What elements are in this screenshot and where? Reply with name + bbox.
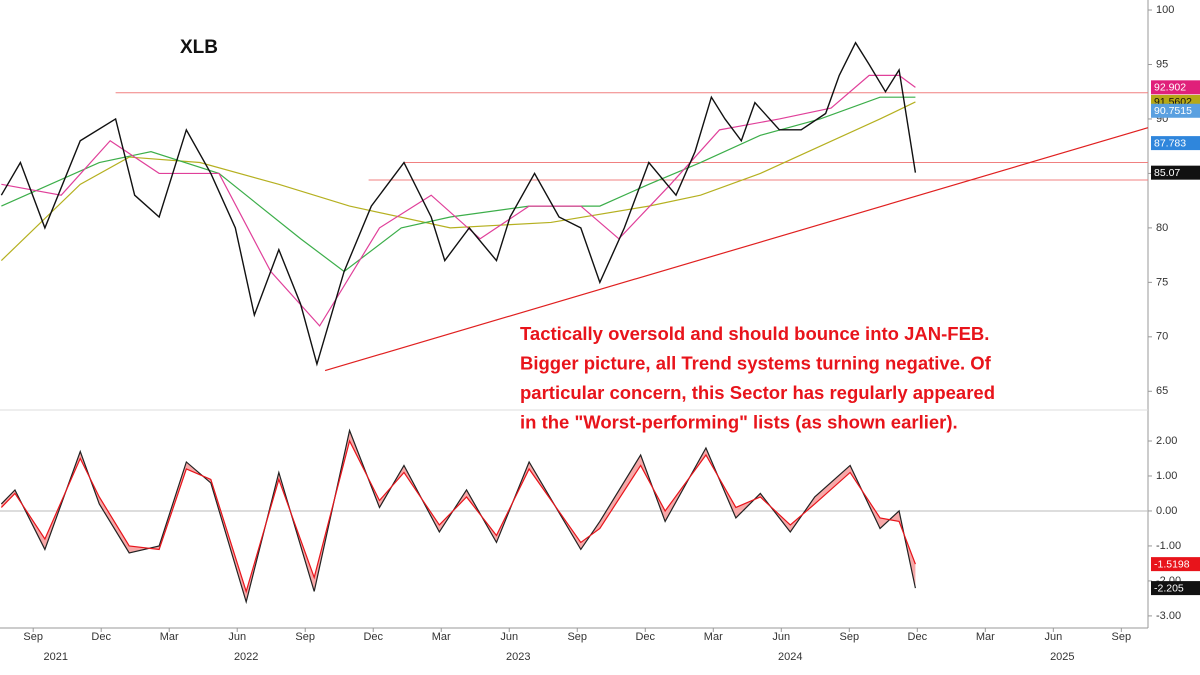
x-tick-label: Jun (500, 631, 518, 643)
price-tag (1151, 80, 1200, 95)
x-tick-label: Mar (976, 631, 995, 643)
x-tick-label: Mar (160, 631, 179, 643)
x-tick-label: Sep (1112, 631, 1132, 643)
x-tick-label: Dec (363, 631, 383, 643)
x-tick-label: Dec (635, 631, 655, 643)
x-tick-label: Jun (772, 631, 790, 643)
year-label: 2023 (506, 651, 530, 663)
x-tick-label: Jun (1044, 631, 1062, 643)
price-tag (1151, 165, 1200, 180)
x-tick-label: Sep (295, 631, 315, 643)
price-tag-label: 90.7515 (1154, 105, 1192, 117)
price-tag-label: -1.5198 (1154, 558, 1190, 570)
x-tick-label: Mar (704, 631, 723, 643)
x-tick-label: Dec (908, 631, 928, 643)
y-tick-label: 95 (1156, 58, 1168, 70)
chart-title: XLB (180, 37, 218, 58)
y-tick-label: -3.00 (1156, 610, 1181, 622)
year-label: 2021 (44, 651, 68, 663)
y-tick-label: 2.00 (1156, 435, 1177, 447)
y-tick-label: 65 (1156, 385, 1168, 397)
price-tag-label: 85.07 (1154, 167, 1180, 179)
y-tick-label: 70 (1156, 331, 1168, 343)
x-tick-label: Mar (432, 631, 451, 643)
series-line (0, 439, 916, 594)
y-tick-label: -1.00 (1156, 540, 1181, 552)
price-tag-label: 87.783 (1154, 137, 1186, 149)
series-line (0, 428, 916, 605)
series-line (0, 41, 917, 367)
y-tick-label: 0.00 (1156, 505, 1177, 517)
price-tag-label: -2.205 (1154, 582, 1184, 594)
year-label: 2022 (234, 651, 258, 663)
annotation: in the "Worst-performing" lists (as show… (520, 411, 958, 432)
y-tick-label: 75 (1156, 276, 1168, 288)
price-tag (1151, 557, 1200, 572)
x-tick-label: Sep (567, 631, 587, 643)
price-tag (1151, 103, 1200, 118)
y-tick-label: 80 (1156, 222, 1168, 234)
series-line (1, 96, 916, 273)
year-label: 2025 (1050, 651, 1074, 663)
price-tag (1151, 581, 1200, 596)
y-tick-label: 100 (1156, 4, 1174, 16)
year-label: 2024 (778, 651, 802, 663)
x-tick-label: Dec (91, 631, 111, 643)
annotation: Tactically oversold and should bounce in… (520, 323, 989, 344)
annotation: particular concern, this Sector has regu… (520, 382, 995, 403)
y-tick-label: 1.00 (1156, 470, 1177, 482)
x-tick-label: Sep (840, 631, 860, 643)
x-tick-label: Sep (23, 631, 43, 643)
trend-line (324, 127, 1149, 372)
x-tick-label: Jun (228, 631, 246, 643)
series-line (1, 74, 916, 327)
price-tag-label: 92.902 (1154, 82, 1186, 94)
annotation: Bigger picture, all Trend systems turnin… (520, 352, 992, 373)
price-tag (1151, 136, 1200, 151)
